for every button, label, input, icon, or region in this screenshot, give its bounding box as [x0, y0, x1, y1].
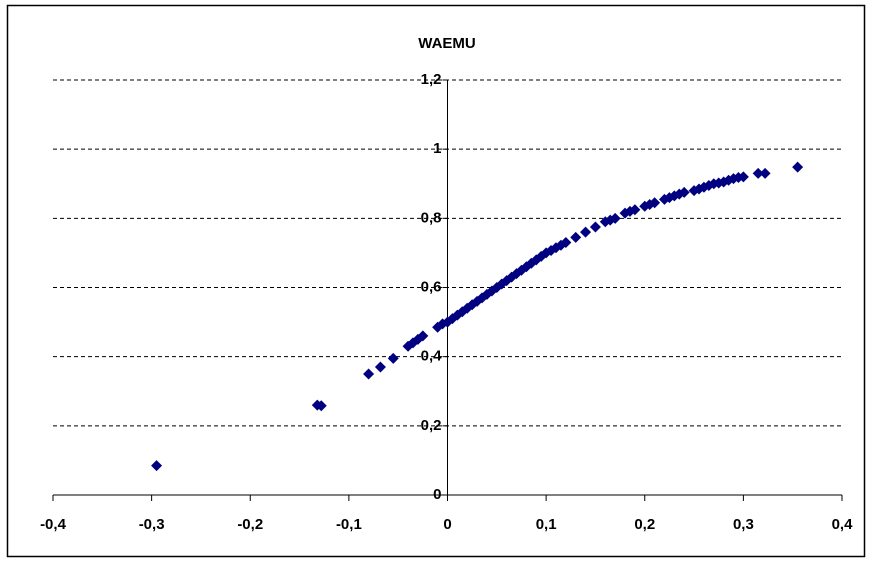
y-tick-label: 1,2: [421, 71, 442, 88]
y-tick-label: 0: [433, 486, 441, 503]
x-tick-label: -0,3: [139, 516, 165, 533]
chart-border: [6, 4, 866, 558]
point: [737, 171, 749, 183]
point: [589, 221, 601, 233]
point: [629, 204, 641, 216]
point: [580, 226, 592, 238]
x-tick-label: 0,3: [733, 516, 754, 533]
point: [678, 186, 690, 198]
y-tick-label: 1: [433, 140, 441, 157]
point: [609, 212, 621, 224]
point: [151, 460, 163, 472]
point: [570, 231, 582, 243]
y-tick-label: 0,2: [421, 417, 442, 434]
x-tick-label: 0,1: [536, 516, 557, 533]
x-tick-label: 0,2: [634, 516, 655, 533]
point: [315, 400, 327, 412]
point: [417, 330, 429, 342]
x-tick-label: -0,4: [40, 516, 67, 533]
point: [387, 352, 399, 364]
point: [560, 237, 572, 249]
point: [649, 197, 661, 209]
y-tick-label: 0,8: [421, 209, 442, 226]
point: [752, 167, 764, 179]
x-tick-label: -0,2: [237, 516, 263, 533]
point: [363, 368, 375, 380]
chart-title: WAEMU: [418, 35, 476, 52]
x-tick-label: -0,1: [336, 516, 362, 533]
y-tick-label: 0,6: [421, 278, 442, 295]
point: [792, 161, 804, 173]
point: [374, 361, 386, 373]
x-tick-label: 0,4: [832, 516, 854, 533]
x-tick-label: 0: [443, 516, 451, 533]
y-tick-label: 0,4: [421, 348, 443, 365]
point: [759, 167, 771, 179]
